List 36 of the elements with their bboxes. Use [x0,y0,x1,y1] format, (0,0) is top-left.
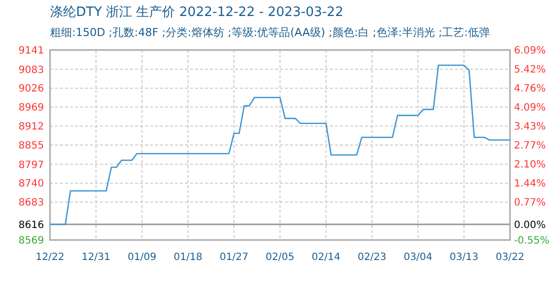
y2-tick-label: 2.10% [514,160,546,171]
y-tick-label: 8912 [18,122,44,133]
y2-tick-label: 4.09% [514,102,546,114]
chart-subtitle: 粗细:150D ;孔数:48F ;分类:熔体纺 ;等级:优等品(AA级) ;颜色:白 ;色泽:半消光 ;工艺:低弹 [50,26,490,39]
y2-tick-label: 4.76% [514,84,546,95]
y-tick-label: 8569 [18,236,44,246]
x-tick-label: 12/31 [82,252,110,263]
y-tick-label: 9083 [18,64,44,76]
x-tick-label: 01/18 [174,252,202,263]
x-tick-label: 02/23 [358,252,386,263]
y2-tick-label: 5.42% [514,64,546,76]
y-tick-label: 8797 [18,160,44,171]
x-tick-label: 02/14 [312,252,340,263]
y2-tick-label: 2.77% [514,140,546,152]
x-tick-label: 12/22 [36,252,64,263]
y2-tick-label: -0.55% [514,236,550,246]
y2-tick-label: 1.44% [514,178,546,190]
x-tick-label: 02/05 [266,252,294,263]
y-tick-label: 9026 [18,84,44,95]
x-tick-label: 01/09 [128,252,156,263]
y2-tick-label: 0.00% [514,220,546,231]
x-tick-label: 03/13 [450,252,478,263]
x-tick-label: 01/27 [220,252,248,263]
y2-tick-label: 6.09% [514,46,546,56]
y-tick-label: 8969 [18,102,44,114]
y-tick-label: 8683 [18,198,44,209]
x-tick-label: 03/22 [496,252,524,263]
y-tick-label: 9141 [18,46,44,56]
y-tick-label: 8616 [18,220,44,231]
y2-tick-label: 0.77% [514,198,546,209]
x-tick-label: 03/04 [404,252,432,263]
y-tick-label: 8855 [18,140,44,152]
y-tick-label: 8740 [18,178,44,190]
y2-tick-label: 3.43% [514,122,546,133]
line-series [49,64,511,226]
chart-title: 涤纶DTY 浙江 生产价 2022-12-22 - 2023-03-22 [50,5,344,20]
